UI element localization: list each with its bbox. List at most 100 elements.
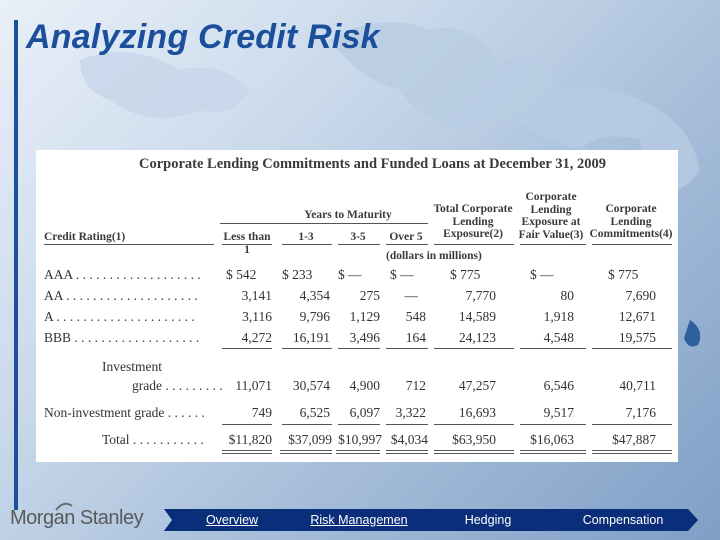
- row-value: $37,099: [288, 432, 332, 447]
- subtotal-rule: [434, 348, 514, 349]
- row-value: 40,711: [619, 378, 656, 393]
- header-underline: [386, 244, 428, 245]
- units-note: (dollars in millions): [386, 250, 482, 262]
- total-rule: [386, 424, 428, 425]
- nav-compensation[interactable]: Compensation: [548, 509, 698, 531]
- row-value: 16,191: [292, 330, 330, 345]
- double-rule: [434, 453, 514, 454]
- row-value: $10,997: [338, 432, 382, 447]
- subtotal-rule: [520, 348, 586, 349]
- row-value: 14,589: [458, 309, 496, 324]
- header-over-5: Over 5: [389, 231, 423, 243]
- row-value: $47,887: [612, 432, 656, 447]
- header-text-line: Exposure(2): [443, 228, 503, 240]
- row-value: 4,900: [349, 378, 380, 393]
- subtotal-rule: [386, 348, 428, 349]
- row-value: 548: [405, 309, 426, 324]
- row-value: 6,546: [543, 378, 574, 393]
- row-value: 24,123: [458, 330, 496, 345]
- row-value: $11,820: [228, 432, 272, 447]
- row-value: 4,548: [543, 330, 574, 345]
- header-underline: [220, 223, 428, 224]
- table-title: Corporate Lending Commitments and Funded…: [139, 156, 606, 172]
- row-value: 749: [251, 405, 272, 420]
- row-value: 19,575: [618, 330, 656, 345]
- row-value: —: [404, 288, 419, 303]
- header-underline: [434, 244, 514, 245]
- header-text-line: Corporate: [525, 191, 577, 203]
- header-underline: [282, 244, 332, 245]
- total-rule: [222, 424, 272, 425]
- row-value: 7,690: [625, 288, 656, 303]
- row-value: 47,257: [458, 378, 496, 393]
- row-value: 4,272: [241, 330, 272, 345]
- double-rule: [434, 450, 514, 451]
- double-rule: [222, 453, 272, 454]
- row-value: 1,918: [543, 309, 574, 324]
- row-value: $4,034: [390, 432, 428, 447]
- row-value: 7,770: [465, 288, 496, 303]
- header-total-exposure: Total Corporate Lending Exposure(2): [428, 203, 518, 241]
- double-rule: [222, 450, 272, 451]
- row-value: $ —: [530, 267, 554, 282]
- map-island-shape: [684, 320, 701, 347]
- map-landmass-shape: [80, 52, 250, 118]
- header-years-to-maturity: Years to Maturity: [304, 209, 392, 221]
- row-value: 9,517: [543, 405, 574, 420]
- company-logo: Morgan Stanley: [10, 507, 144, 529]
- nav-hedging[interactable]: Hedging: [418, 509, 558, 531]
- row-value: 3,141: [241, 288, 272, 303]
- credit-table-document: Corporate Lending Commitments and Funded…: [36, 150, 678, 462]
- row-label: grade . . . . . . . . .: [132, 378, 223, 393]
- row-value: $ 775: [608, 267, 639, 282]
- double-rule: [386, 450, 428, 451]
- nav-risk-management[interactable]: Risk Managemen: [290, 509, 428, 531]
- subtotal-rule: [222, 348, 272, 349]
- header-text-line: Exposure at: [521, 216, 581, 228]
- row-value: 3,496: [349, 330, 380, 345]
- row-value: $ 233: [282, 267, 313, 282]
- nav-overview[interactable]: Overview: [164, 509, 300, 531]
- header-fair-value: Corporate Lending Exposure at Fair Value…: [516, 191, 586, 241]
- row-label: AAA . . . . . . . . . . . . . . . . . . …: [44, 267, 201, 282]
- header-underline: [592, 244, 672, 245]
- slide-title: Analyzing Credit Risk: [26, 18, 380, 56]
- row-value: $ 775: [450, 267, 481, 282]
- header-underline: [520, 244, 586, 245]
- row-value: $ —: [338, 267, 362, 282]
- row-value: 80: [560, 288, 575, 303]
- double-rule: [520, 453, 586, 454]
- row-value: 9,796: [299, 309, 330, 324]
- double-rule: [520, 450, 586, 451]
- header-credit-rating: Credit Rating(1): [44, 231, 126, 243]
- row-value: 1,129: [349, 309, 380, 324]
- subtotal-rule: [592, 348, 672, 349]
- row-value: 712: [405, 378, 426, 393]
- row-value: 164: [405, 330, 426, 345]
- header-text-line: Corporate: [605, 203, 657, 215]
- double-rule: [592, 450, 672, 451]
- row-value: $ —: [390, 267, 414, 282]
- map-landmass-shape: [330, 22, 700, 193]
- total-rule: [338, 424, 380, 425]
- header-text-line: Lending: [530, 203, 572, 216]
- row-label: Total . . . . . . . . . . .: [102, 432, 204, 447]
- total-rule: [434, 424, 514, 425]
- double-rule: [280, 450, 332, 451]
- total-rule: [282, 424, 332, 425]
- row-value: 275: [359, 288, 380, 303]
- header-underline: [222, 244, 272, 245]
- row-value: 6,525: [299, 405, 330, 420]
- row-value: $63,950: [452, 432, 496, 447]
- total-rule: [592, 424, 672, 425]
- row-value: 16,693: [458, 405, 496, 420]
- row-value: 6,097: [349, 405, 380, 420]
- header-commitments: Corporate Lending Commitments(4): [588, 203, 674, 241]
- header-less-than-1: Less than 1: [223, 231, 271, 256]
- row-label: Non-investment grade . . . . . .: [44, 405, 205, 420]
- row-value: 7,176: [625, 405, 656, 420]
- header-3-5: 3-5: [350, 231, 366, 243]
- subtotal-rule: [338, 348, 380, 349]
- total-rule: [520, 424, 586, 425]
- header-underline: [44, 244, 214, 245]
